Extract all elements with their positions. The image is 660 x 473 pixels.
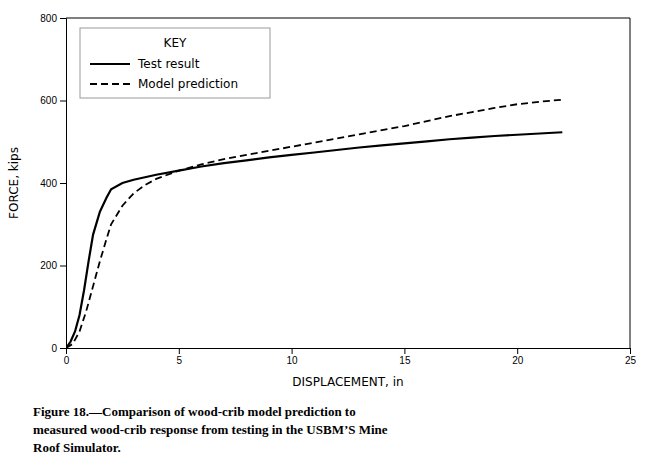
- x-tick: 15: [399, 348, 411, 366]
- x-tick-mark: [630, 348, 631, 354]
- frame-right: [630, 18, 631, 348]
- legend-item: Model prediction: [90, 77, 238, 91]
- x-tick: 20: [512, 348, 524, 366]
- y-tick-label: 400: [40, 178, 57, 189]
- y-tick: 400: [40, 178, 66, 189]
- x-tick-label: 15: [399, 355, 411, 366]
- caption-line: Figure 18.—Comparison of wood-crib model…: [33, 404, 356, 419]
- y-tick: 800: [40, 13, 66, 24]
- x-tick-label: 0: [64, 355, 70, 366]
- y-tick-label: 200: [40, 260, 57, 271]
- frame-top: [66, 18, 630, 19]
- caption-line: measured wood-crib response from testing…: [33, 422, 388, 437]
- x-tick: 25: [625, 348, 637, 366]
- legend-swatch: [90, 83, 130, 85]
- legend-box: [80, 28, 270, 98]
- y-tick: 0: [51, 343, 66, 354]
- lines: [66, 100, 562, 348]
- x-tick-mark: [404, 348, 405, 354]
- x-tick-label: 10: [287, 355, 299, 366]
- y-tick-label: 0: [51, 343, 57, 354]
- series-line: [66, 132, 562, 348]
- y-tick: 600: [40, 95, 66, 106]
- x-tick-mark: [517, 348, 518, 354]
- x-tick-mark: [179, 348, 180, 354]
- x-tick-label: 25: [625, 355, 637, 366]
- y-axis-line: [60, 19, 67, 349]
- x-tick: 10: [287, 348, 299, 366]
- y-tick-mark: [60, 18, 66, 19]
- y-tick: 200: [40, 260, 66, 271]
- y-tick-mark: [60, 266, 66, 267]
- y-tick-label: 600: [40, 95, 57, 106]
- y-axis-title: FORCE, kips: [7, 147, 21, 219]
- legend-label: Model prediction: [138, 77, 238, 91]
- x-axis-title: DISPLACEMENT, in: [292, 375, 403, 389]
- legend: KEY Test result Model prediction: [80, 28, 270, 98]
- legend-title: KEY: [164, 36, 187, 50]
- legend-item: Test result: [90, 57, 200, 71]
- y-tick-mark: [60, 101, 66, 102]
- x-tick: 5: [177, 348, 183, 366]
- y-tick-mark: [60, 183, 66, 184]
- plot: 0 5 10 15 20 25 0 200 400 600 800 DISPLACEMENT, in F…: [7, 13, 636, 389]
- x-tick-label: 5: [177, 355, 183, 366]
- x-axis-line: [67, 349, 631, 355]
- x-axis: 0 5 10 15 20 25: [64, 348, 637, 366]
- series-line: [66, 100, 562, 348]
- x-tick-label: 20: [512, 355, 524, 366]
- x-tick-mark: [292, 348, 293, 354]
- y-axis: 0 200 400 600 800: [40, 13, 66, 354]
- legend-label: Test result: [137, 57, 200, 71]
- y-tick-label: 800: [40, 13, 57, 24]
- y-tick-mark: [60, 348, 66, 349]
- caption-line: Roof Simulator.: [33, 440, 121, 455]
- chart: 0 5 10 15 20 25 0 200 400 600 800 DISPLACEMENT, in F…: [0, 0, 660, 473]
- legend-swatch: [90, 63, 130, 65]
- caption: Figure 18.—Comparison of wood-crib model…: [33, 404, 388, 455]
- x-tick: 0: [64, 348, 70, 366]
